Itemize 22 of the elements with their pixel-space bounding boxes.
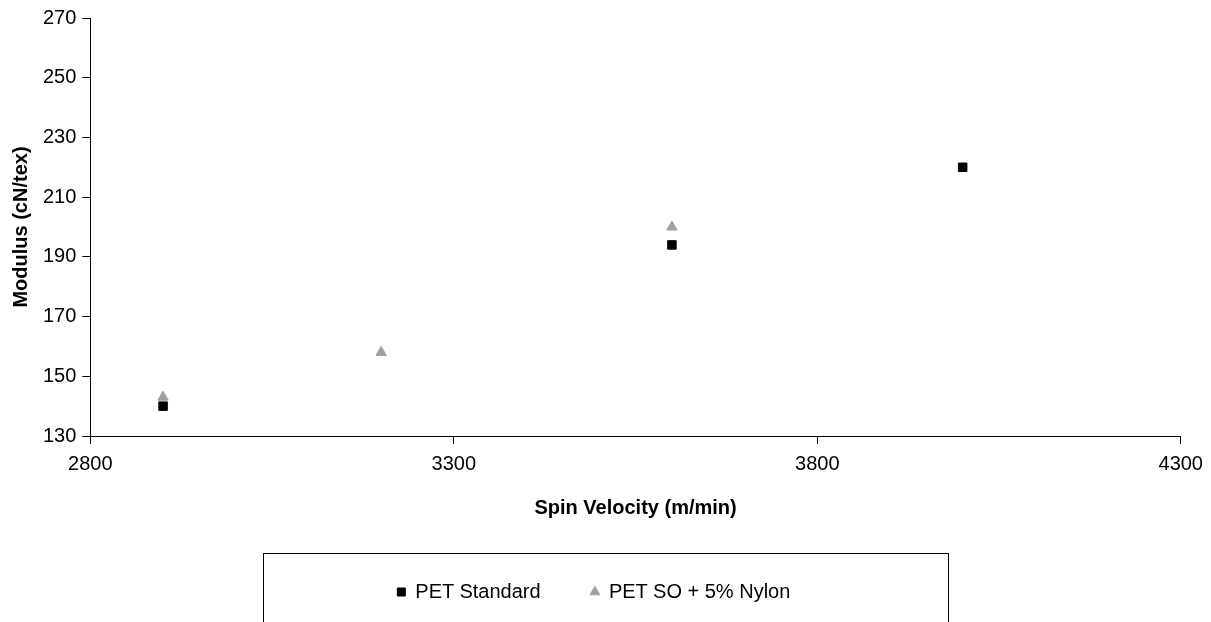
y-tick-label: 130 [42,423,77,446]
y-tick-label: 170 [42,304,77,327]
x-tick-label: 2800 [68,451,113,474]
x-tick-label: 3300 [431,451,477,474]
y-tick-label: 150 [42,363,77,386]
x-tick-label: 4300 [1158,451,1203,474]
point [957,162,968,173]
point [157,390,169,401]
y-tick-label: 250 [42,65,77,88]
y-tick-label: 230 [42,124,77,147]
point [158,401,168,411]
y-axis-title: Modulus (cN/tex) [8,146,31,308]
legend-label: PET Standard [415,579,541,602]
x-axis-title: Spin Velocity (m/min) [534,495,737,518]
x-tick-label: 3800 [795,451,840,474]
point [666,220,678,231]
y-tick-label: 270 [42,5,77,28]
y-tick-label: 190 [42,244,77,267]
point [375,345,387,356]
point [667,240,677,250]
y-tick-label: 210 [42,184,77,207]
legend-label: PET SO + 5% Nylon [608,579,791,602]
